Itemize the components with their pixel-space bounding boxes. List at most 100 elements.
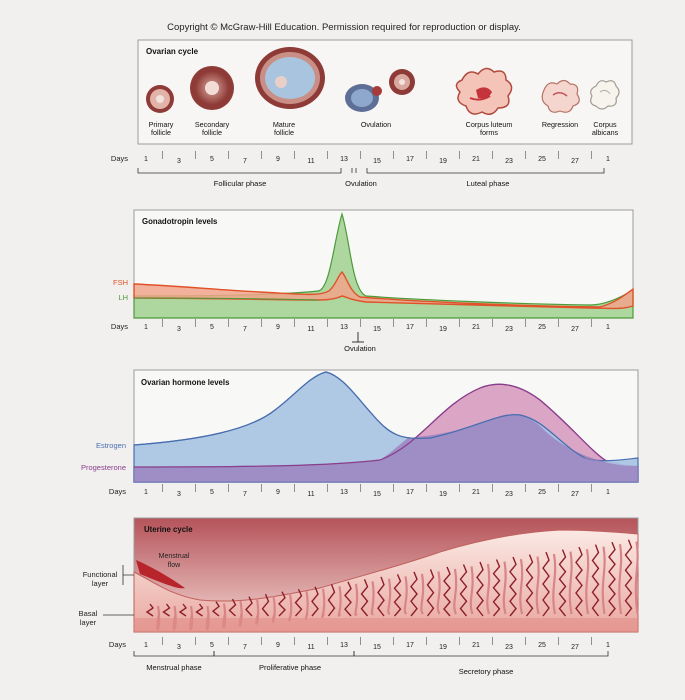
day-number: 17	[406, 324, 414, 331]
day-number: 7	[243, 158, 247, 165]
mature-follicle-icon	[255, 47, 325, 109]
day-number: 5	[210, 324, 214, 331]
spiral-artery	[393, 574, 402, 617]
corpus-luteum-icon	[455, 67, 513, 115]
spiral-artery	[492, 559, 501, 617]
follicular-phase-label: Follicular phase	[214, 179, 267, 188]
day-number: 7	[243, 491, 247, 498]
proliferative-phase-label: Proliferative phase	[259, 663, 321, 672]
day-number: 17	[406, 642, 414, 649]
corpus-albicans-icon	[590, 80, 620, 110]
uterine-gland	[486, 563, 491, 615]
stage-label-corpus-albicans: Corpus	[593, 120, 617, 129]
day-number: 25	[538, 324, 546, 331]
day-number: 21	[472, 324, 480, 331]
ovulation-marker-label: Ovulation	[344, 344, 376, 353]
spiral-artery	[542, 551, 550, 617]
spiral-artery	[261, 593, 270, 617]
spiral-artery	[344, 581, 352, 617]
spiral-artery	[558, 549, 567, 617]
uterine-gland	[502, 561, 507, 615]
uterine-gland	[288, 593, 293, 622]
uterine-gland	[585, 548, 590, 615]
day-number: 3	[177, 158, 181, 165]
day-number: 17	[406, 489, 414, 496]
spiral-artery	[443, 566, 451, 617]
spiral-artery	[410, 571, 418, 617]
uterine-phase-brackets	[133, 651, 609, 657]
day-number: 11	[307, 326, 314, 333]
basal-layer-band	[134, 618, 638, 632]
day-number: 3	[177, 644, 181, 651]
spiral-artery	[377, 576, 385, 617]
stage-label-mature: Mature	[273, 120, 295, 129]
day-number: 1	[606, 642, 610, 649]
ovarian-phase-brackets	[137, 168, 605, 174]
basal-layer-label: Basal	[79, 609, 98, 618]
days-row-uterine: 1 3 5 7 9 11 13 15 17 19 21 23 25 27 1	[144, 637, 610, 651]
spiral-artery	[294, 588, 303, 617]
ovarian-cycle-title: Ovarian cycle	[146, 47, 199, 56]
secretory-phase-label: Secretory phase	[459, 667, 514, 676]
day-number: 17	[406, 156, 414, 163]
day-number: 3	[177, 491, 181, 498]
spiral-artery	[311, 586, 319, 617]
uterine-gland	[568, 551, 573, 615]
day-number: 15	[373, 644, 381, 651]
day-number: 23	[505, 326, 513, 333]
stage-label-primary: Primary	[149, 120, 174, 129]
day-number: 7	[243, 644, 247, 651]
uterine-gland	[321, 588, 326, 619]
day-number: 13	[340, 324, 348, 331]
uterine-gland	[469, 566, 474, 615]
fsh-curve	[133, 270, 634, 310]
day-number: 21	[472, 156, 480, 163]
uterine-gland	[337, 586, 342, 617]
uterine-gland	[304, 591, 309, 620]
day-number: 23	[505, 491, 513, 498]
stage-label-secondary: Secondary	[195, 120, 230, 129]
basal-layer-label-2: layer	[80, 618, 97, 627]
uterine-gland	[370, 581, 375, 616]
spiral-artery	[575, 546, 583, 617]
day-number: 1	[606, 156, 610, 163]
spiral-artery	[476, 561, 484, 617]
day-number: 19	[439, 326, 447, 333]
regression-icon	[541, 79, 580, 113]
stage-label-corpus-albicans-2: albicans	[592, 128, 619, 137]
stage-label-mature-2: follicle	[274, 128, 294, 137]
functional-layer-bracket	[122, 565, 134, 585]
spiral-artery	[228, 598, 237, 617]
spiral-artery	[360, 579, 369, 617]
day-number: 3	[177, 326, 181, 333]
primary-follicle-icon	[146, 85, 174, 113]
day-number: 21	[472, 642, 480, 649]
stage-label-corpus-luteum: Corpus luteum	[466, 120, 513, 129]
stage-label-corpus-luteum-2: forms	[480, 128, 498, 137]
uterine-gland	[519, 558, 524, 615]
day-number: 25	[538, 642, 546, 649]
spiral-artery	[162, 603, 171, 617]
luteal-phase-label: Luteal phase	[467, 179, 510, 188]
ovarian-hormone-panel: Ovarian hormone levels	[133, 369, 639, 483]
day-number: 19	[439, 644, 447, 651]
day-number: 19	[439, 491, 447, 498]
copyright-text: Copyright © McGraw-Hill Education. Permi…	[167, 22, 521, 33]
day-number: 1	[606, 324, 610, 331]
days-row-ovarian: 1 3 5 7 9 11 13 15 17 19 21 23 25 27 1	[144, 151, 610, 165]
days-label-4: Days	[109, 640, 126, 649]
stage-label-secondary-2: follicle	[202, 128, 222, 137]
menstrual-flow-label: Menstrual	[159, 553, 190, 560]
day-number: 27	[571, 326, 579, 333]
stage-label-ovulation: Ovulation	[361, 120, 391, 129]
spiral-artery	[624, 539, 633, 617]
spiral-artery	[195, 603, 204, 617]
menstrual-flow-label-2: flow	[168, 562, 181, 569]
hormone-title: Ovarian hormone levels	[141, 378, 230, 387]
spiral-artery	[525, 554, 534, 617]
day-number: 15	[373, 326, 381, 333]
spiral-artery	[211, 601, 220, 617]
uterine-gland	[436, 571, 441, 615]
day-number: 9	[276, 156, 280, 163]
progesterone-label: Progesterone	[81, 463, 126, 472]
